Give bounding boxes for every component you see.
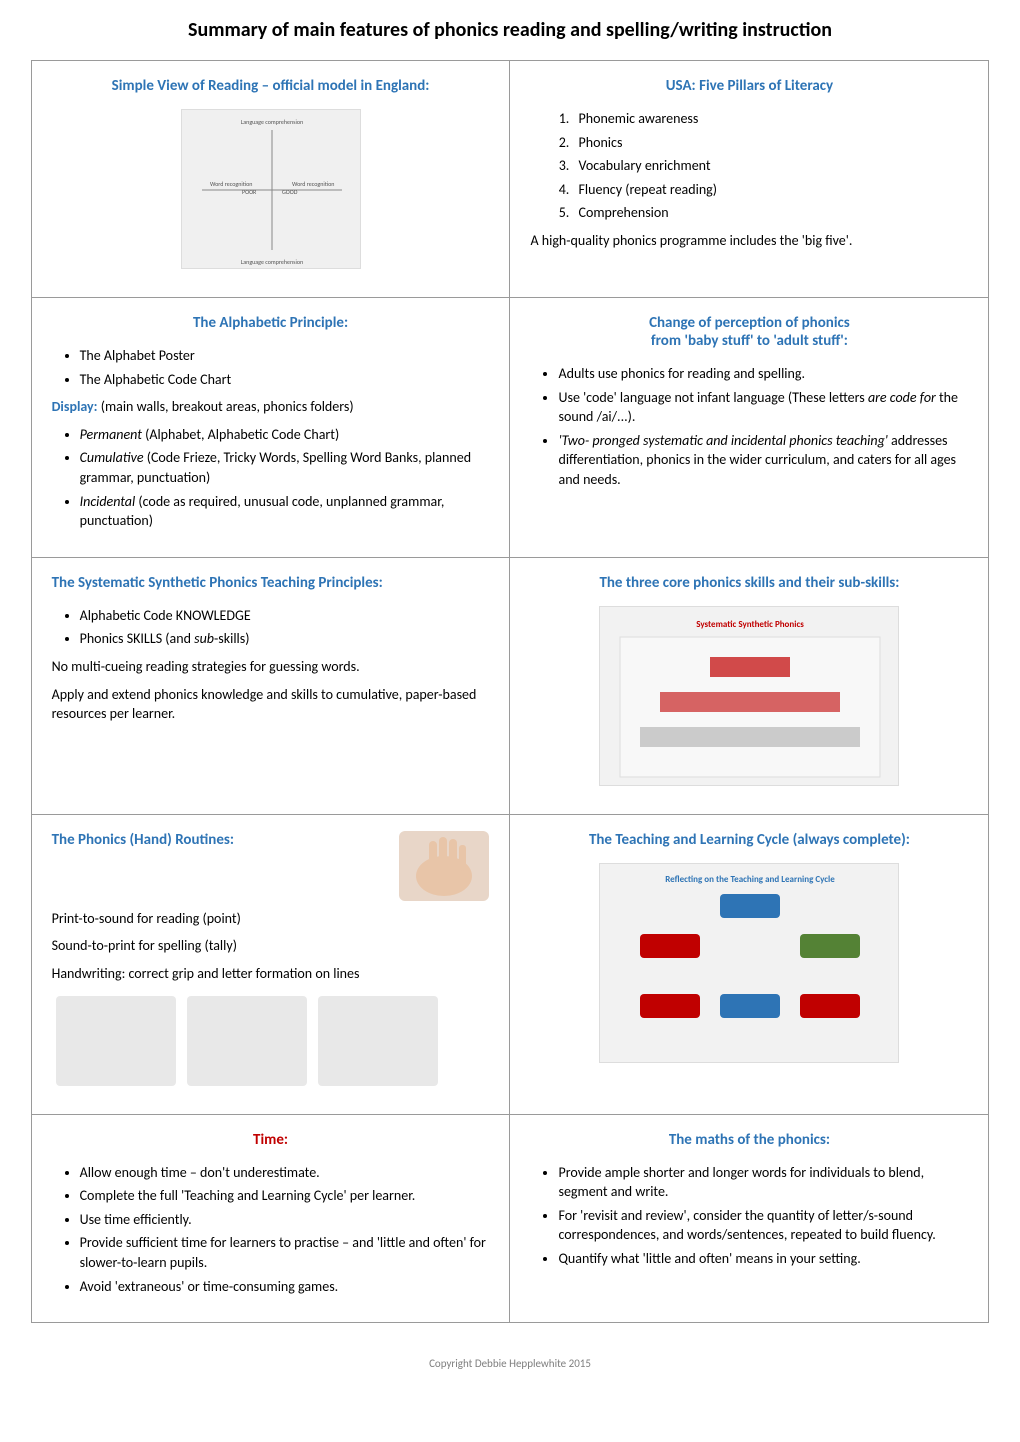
ssp-para2: Apply and extend phonics knowledge and s… xyxy=(52,685,490,724)
svg-text:POOR: POOR xyxy=(242,188,257,196)
alphabetic-principle-heading: The Alphabetic Principle: xyxy=(52,314,490,332)
perception-heading-l2: from 'baby stuff' to 'adult stuff': xyxy=(651,332,848,350)
hand-line3: Handwriting: correct grip and letter for… xyxy=(52,964,490,984)
em-word: are code for xyxy=(868,389,936,406)
em-word: sub xyxy=(194,630,214,647)
cell-ssp-principles: The Systematic Synthetic Phonics Teachin… xyxy=(31,557,510,814)
list-item: The Alphabet Poster xyxy=(80,346,490,366)
three-core-image: Systematic Synthetic Phonics xyxy=(599,606,899,786)
svr-heading: Simple View of Reading – official model … xyxy=(52,77,490,95)
display-label: Display: xyxy=(52,398,98,415)
pillars-heading: USA: Five Pillars of Literacy xyxy=(530,77,968,95)
cell-alphabetic-principle: The Alphabetic Principle: The Alphabet P… xyxy=(31,298,510,558)
svg-text:Language comprehension: Language comprehension xyxy=(240,258,302,266)
example-image xyxy=(318,996,438,1086)
pillar-item: Comprehension xyxy=(572,203,968,223)
hand-routines-heading: The Phonics (Hand) Routines: xyxy=(52,831,392,849)
svg-text:Systematic Synthetic Phonics: Systematic Synthetic Phonics xyxy=(697,619,805,630)
copyright-footer: Copyright Debbie Hepplewhite 2015 xyxy=(0,1343,1020,1384)
example-image xyxy=(187,996,307,1086)
maths-heading: The maths of the phonics: xyxy=(530,1131,968,1149)
em-word: Permanent xyxy=(80,426,142,443)
tlc-heading: The Teaching and Learning Cycle (always … xyxy=(530,831,968,849)
time-heading: Time: xyxy=(52,1131,490,1149)
cell-svr: Simple View of Reading – official model … xyxy=(31,61,510,298)
item-rest: (Alphabet, Alphabetic Code Chart) xyxy=(142,426,339,443)
cell-hand-routines: The Phonics (Hand) Routines: Print-to-so… xyxy=(31,814,510,1114)
ssp-heading: The Systematic Synthetic Phonics Teachin… xyxy=(52,574,490,592)
cell-pillars: USA: Five Pillars of Literacy Phonemic a… xyxy=(510,61,989,298)
list-item: Provide ample shorter and longer words f… xyxy=(558,1163,968,1202)
list-item: 'Two- pronged systematic and incidental … xyxy=(558,431,968,490)
three-core-heading: The three core phonics skills and their … xyxy=(530,574,968,592)
cell-teaching-learning-cycle: The Teaching and Learning Cycle (always … xyxy=(510,814,989,1114)
pillar-item: Fluency (repeat reading) xyxy=(572,180,968,200)
item-rest: (code as required, unusual code, unplann… xyxy=(80,493,445,530)
list-item: Adults use phonics for reading and spell… xyxy=(558,364,968,384)
list-item: For 'revisit and review', consider the q… xyxy=(558,1206,968,1245)
pillar-item: Phonics xyxy=(572,133,968,153)
list-item: Phonics SKILLS (and sub-skills) xyxy=(80,629,490,649)
display-note: (main walls, breakout areas, phonics fol… xyxy=(98,398,354,415)
svg-text:Word recognition: Word recognition xyxy=(292,180,334,188)
list-item: Permanent (Alphabet, Alphabetic Code Cha… xyxy=(80,425,490,445)
cell-three-core-skills: The three core phonics skills and their … xyxy=(510,557,989,814)
svg-text:Language comprehension: Language comprehension xyxy=(240,118,302,126)
svr-diagram-image: Language comprehension Language comprehe… xyxy=(181,109,361,269)
principle-list: The Alphabet Poster The Alphabetic Code … xyxy=(52,346,490,389)
list-item: Incidental (code as required, unusual co… xyxy=(80,492,490,531)
maths-list: Provide ample shorter and longer words f… xyxy=(530,1163,968,1269)
ssp-list: Alphabetic Code KNOWLEDGE Phonics SKILLS… xyxy=(52,606,490,649)
pillar-item: Phonemic awareness xyxy=(572,109,968,129)
svg-text:Word recognition: Word recognition xyxy=(210,180,252,188)
ssp-para1: No multi-cueing reading strategies for g… xyxy=(52,657,490,677)
list-item: Cumulative (Code Frieze, Tricky Words, S… xyxy=(80,448,490,487)
list-item: Alphabetic Code KNOWLEDGE xyxy=(80,606,490,626)
svg-text:Reflecting on the Teaching and: Reflecting on the Teaching and Learning … xyxy=(666,874,836,885)
cell-time: Time: Allow enough time – don't underest… xyxy=(31,1114,510,1323)
hand-line2: Sound-to-print for spelling (tally) xyxy=(52,936,490,956)
list-item: Complete the full 'Teaching and Learning… xyxy=(80,1186,490,1206)
example-images-row xyxy=(52,992,490,1094)
perception-list: Adults use phonics for reading and spell… xyxy=(530,364,968,490)
display-line: Display: (main walls, breakout areas, ph… xyxy=(52,397,490,417)
em-word: 'Two- pronged systematic and incidental … xyxy=(558,432,887,449)
list-item: Quantify what 'little and often' means i… xyxy=(558,1249,968,1269)
em-word: Cumulative xyxy=(80,449,144,466)
cell-perception-change: Change of perception of phonics from 'ba… xyxy=(510,298,989,558)
item-post: -skills) xyxy=(214,630,250,647)
summary-table: Simple View of Reading – official model … xyxy=(31,60,990,1323)
perception-heading-l1: Change of perception of phonics xyxy=(649,314,850,332)
time-list: Allow enough time – don't underestimate.… xyxy=(52,1163,490,1297)
svg-text:GOOD: GOOD xyxy=(282,188,298,196)
hand-icon xyxy=(399,831,489,901)
hand-line1: Print-to-sound for reading (point) xyxy=(52,909,490,929)
list-item: Use time efficiently. xyxy=(80,1210,490,1230)
perception-heading: Change of perception of phonics from 'ba… xyxy=(530,314,968,350)
display-list: Permanent (Alphabet, Alphabetic Code Cha… xyxy=(52,425,490,531)
pillars-note: A high-quality phonics programme include… xyxy=(530,231,968,251)
list-item: Use 'code' language not infant language … xyxy=(558,388,968,427)
page-title: Summary of main features of phonics read… xyxy=(0,0,1020,60)
list-item: Avoid 'extraneous' or time-consuming gam… xyxy=(80,1277,490,1297)
list-item: Provide sufficient time for learners to … xyxy=(80,1233,490,1272)
list-item: The Alphabetic Code Chart xyxy=(80,370,490,390)
tlc-image: Reflecting on the Teaching and Learning … xyxy=(599,863,899,1063)
item-pre: Phonics SKILLS (and xyxy=(80,630,195,647)
cell-maths-phonics: The maths of the phonics: Provide ample … xyxy=(510,1114,989,1323)
example-image xyxy=(56,996,176,1086)
em-word: Incidental xyxy=(80,493,136,510)
pillar-item: Vocabulary enrichment xyxy=(572,156,968,176)
pillars-list: Phonemic awareness Phonics Vocabulary en… xyxy=(530,109,968,223)
list-item: Allow enough time – don't underestimate. xyxy=(80,1163,490,1183)
item-pre: Use 'code' language not infant language … xyxy=(558,389,867,406)
